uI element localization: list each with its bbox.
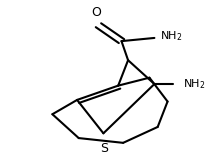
Text: NH$_2$: NH$_2$ (183, 77, 205, 91)
Text: S: S (100, 142, 108, 155)
Text: NH$_2$: NH$_2$ (160, 30, 182, 43)
Text: O: O (91, 6, 101, 19)
